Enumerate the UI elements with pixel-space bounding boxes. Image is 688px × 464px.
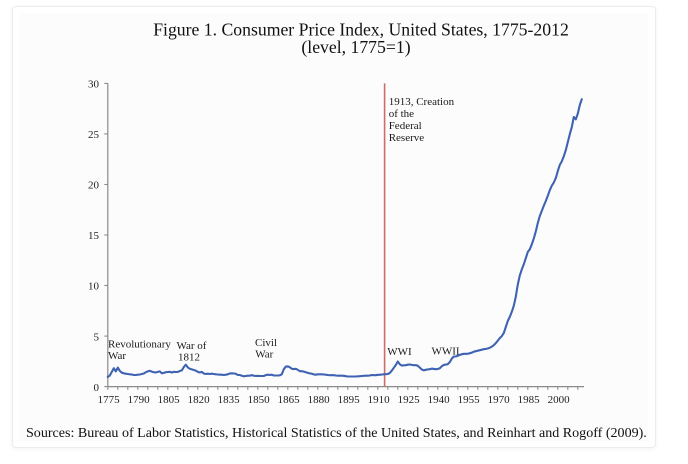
svg-text:War: War	[108, 350, 126, 362]
svg-text:Revolutionary: Revolutionary	[108, 339, 171, 351]
svg-text:1880: 1880	[308, 394, 331, 406]
svg-text:1812: 1812	[178, 351, 200, 363]
svg-text:1925: 1925	[398, 394, 421, 406]
svg-text:2000: 2000	[548, 394, 571, 406]
svg-text:Figure 1. Consumer Price Index: Figure 1. Consumer Price Index, United S…	[153, 20, 569, 40]
svg-text:25: 25	[88, 129, 100, 141]
svg-text:Reserve: Reserve	[389, 132, 425, 144]
svg-text:10: 10	[88, 281, 100, 293]
svg-text:1820: 1820	[188, 394, 211, 406]
svg-text:1805: 1805	[158, 394, 181, 406]
svg-text:20: 20	[88, 180, 100, 192]
svg-text:War: War	[255, 349, 273, 361]
svg-text:5: 5	[94, 331, 100, 343]
svg-text:Civil: Civil	[255, 337, 277, 349]
svg-text:1910: 1910	[368, 394, 391, 406]
svg-text:30: 30	[88, 79, 100, 91]
svg-text:(level, 1775=1): (level, 1775=1)	[301, 37, 410, 57]
svg-text:of the: of the	[389, 108, 414, 120]
svg-text:WWII: WWII	[432, 346, 460, 358]
svg-text:War of: War of	[177, 340, 207, 352]
svg-text:0: 0	[94, 382, 100, 394]
svg-text:Sources: Bureau of Labor Stati: Sources: Bureau of Labor Statistics, His…	[26, 425, 647, 441]
svg-text:WWI: WWI	[387, 346, 412, 358]
svg-text:1865: 1865	[278, 394, 301, 406]
svg-text:1970: 1970	[488, 394, 511, 406]
svg-text:1955: 1955	[458, 394, 481, 406]
svg-text:1775: 1775	[98, 394, 121, 406]
svg-text:Federal: Federal	[389, 120, 422, 132]
svg-text:1985: 1985	[518, 394, 541, 406]
svg-text:1835: 1835	[218, 394, 241, 406]
svg-text:1895: 1895	[338, 394, 361, 406]
svg-text:1850: 1850	[248, 394, 271, 406]
svg-text:15: 15	[88, 230, 100, 242]
svg-text:1913, Creation: 1913, Creation	[389, 96, 455, 108]
svg-text:1790: 1790	[128, 394, 151, 406]
svg-text:1940: 1940	[428, 394, 451, 406]
